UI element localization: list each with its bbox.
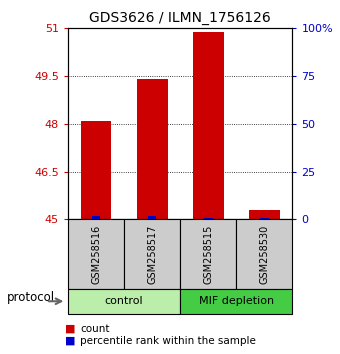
Text: MIF depletion: MIF depletion [199, 296, 274, 306]
Bar [204, 218, 212, 219]
Text: protocol: protocol [7, 291, 55, 303]
Text: GSM258517: GSM258517 [147, 224, 157, 284]
Text: percentile rank within the sample: percentile rank within the sample [80, 336, 256, 346]
Title: GDS3626 / ILMN_1756126: GDS3626 / ILMN_1756126 [89, 11, 271, 24]
Text: ■: ■ [65, 336, 75, 346]
Text: GSM258516: GSM258516 [91, 224, 101, 284]
Bar [137, 79, 168, 219]
Bar [81, 121, 112, 219]
Text: count: count [80, 324, 109, 334]
Text: ■: ■ [65, 324, 75, 334]
Text: control: control [105, 296, 143, 306]
Bar [148, 216, 156, 219]
Text: GSM258515: GSM258515 [203, 224, 213, 284]
Bar [249, 210, 280, 219]
Bar [92, 216, 100, 219]
Bar [193, 32, 224, 219]
Text: GSM258530: GSM258530 [259, 224, 269, 284]
Bar [260, 218, 269, 219]
